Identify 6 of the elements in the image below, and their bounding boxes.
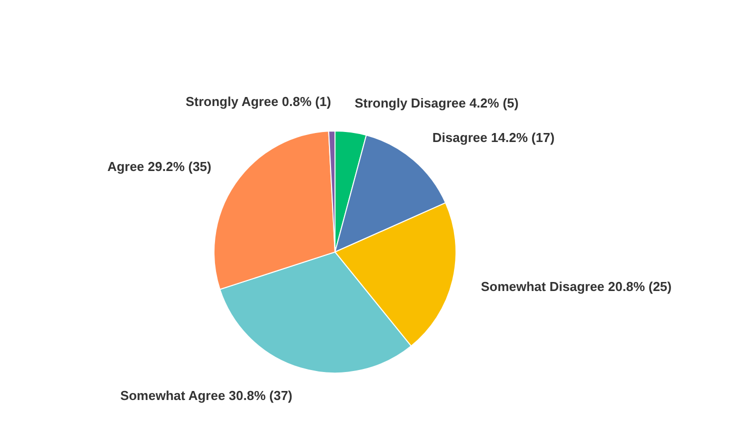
slice-label: Strongly Agree 0.8% (1) bbox=[186, 94, 332, 110]
slice-label: Somewhat Agree 30.8% (37) bbox=[120, 388, 292, 403]
slice-label: Agree 29.2% (35) bbox=[107, 159, 212, 174]
slice-label: Disagree 14.2% (17) bbox=[432, 130, 555, 145]
slice-label: Somewhat Disagree 20.8% (25) bbox=[480, 279, 672, 294]
slice-label: Strongly Disagree 4.2% (5) bbox=[354, 95, 519, 110]
